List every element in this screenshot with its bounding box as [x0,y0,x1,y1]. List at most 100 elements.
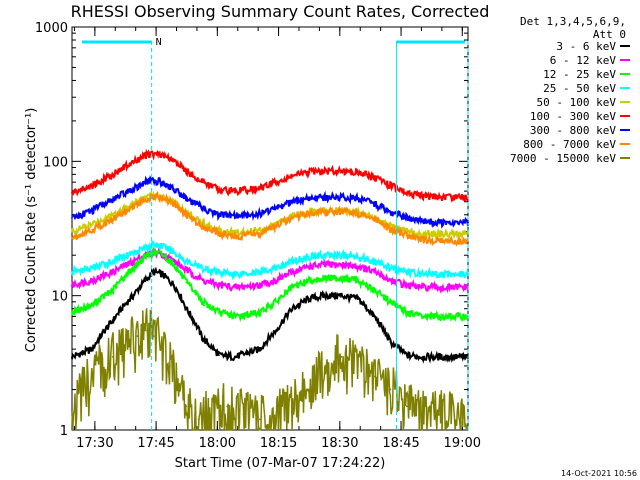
series-12-25-kev-point [132,267,135,270]
series-7000-15000-kev-point [307,388,310,391]
series-100-300-kev-point [185,169,188,172]
x-tick-label: 17:30 [76,436,113,451]
series-12-25-kev-point [307,279,310,282]
y-tick-label: 10 [51,290,68,305]
series-800-7000-kev-point [132,205,135,208]
series-300-800-kev-point [405,216,408,219]
series-7000-15000-kev-point [169,365,171,367]
series-7000-15000-kev-point [291,405,294,408]
y-tick-label: 100 [43,155,68,170]
series-3-6-kev-point [144,279,147,282]
series-3-6-kev-point [152,271,155,273]
series-12-25-kev-point [160,252,163,255]
legend-label: 25 - 50 keV [543,82,616,95]
series-25-50-kev-point [91,267,94,270]
series-6-12-kev-point [71,284,73,286]
series-7000-15000-kev-point [111,356,114,358]
x-tick-label: 19:00 [444,436,481,451]
series-25-50-kev-point [185,260,188,263]
series-100-300-kev-point [405,192,408,195]
series-800-7000-kev [71,191,469,247]
series-3-6-kev-point [160,273,163,275]
series-300-800-kev-point [71,216,73,219]
series-100-300-kev-point [160,153,163,156]
series-25-50-kev-point [389,267,392,270]
legend-label: 800 - 7000 keV [523,138,616,151]
legend-header: Att 0 [593,28,626,41]
series-50-100-kev-point [218,228,220,231]
series-12-25-kev-point [340,277,343,280]
series-300-800-kev-point [144,181,147,184]
series-300-800-kev [71,175,469,229]
series-7000-15000-kev-point [242,413,245,416]
series-6-12-kev-point [389,279,392,282]
series-7000-15000-kev-point [373,375,376,378]
series-800-7000-kev-point [111,218,114,221]
series-12-25-kev-point [152,251,155,254]
series-300-800-kev-point [201,207,204,209]
series-25-50-kev-point [218,271,220,273]
series-3-6-kev-line [71,266,469,364]
series-7000-15000-kev-point [226,405,229,408]
series-12-25-kev-point [405,311,408,314]
series-6-12-kev-point [173,260,175,263]
series-25-50-kev-point [160,244,163,247]
series-7000-15000-kev-point [152,335,155,338]
series-12-25-kev-point [324,277,327,280]
series-12-25-kev-point [356,279,359,282]
series-7000-15000-kev-point [356,365,359,367]
series-800-7000-kev-point [160,196,163,199]
series-800-7000-kev-point [144,198,147,201]
series-300-800-kev-point [173,188,175,191]
series-6-12-kev-point [438,286,441,289]
x-tick-label: 18:00 [199,436,236,451]
series-100-300-kev-point [389,184,392,187]
legend-label: 50 - 100 keV [537,96,617,109]
series-6-12-kev-point [111,271,114,273]
series-100-300-kev-point [356,171,359,174]
series-100-300-kev-point [91,184,94,187]
legend-label: 6 - 12 keV [550,54,617,67]
series-7000-15000-kev-point [185,405,188,408]
series-300-800-kev-point [111,198,114,201]
series-6-12-kev-point [373,271,376,273]
series-25-50-kev-point [71,271,73,273]
series-3-6-kev-point [218,354,220,357]
series-300-800-kev-point [185,197,188,200]
series-300-800-kev-point [132,188,135,191]
series-6-12-kev-point [258,284,261,286]
chart-title: RHESSI Observing Summary Count Rates, Co… [71,2,490,21]
series-6-12-kev-point [356,265,359,268]
series-800-7000-kev-point [71,236,73,239]
series-300-800-kev-point [160,181,163,184]
series-12-25-kev-point [173,263,175,266]
series-12-25-kev-point [258,311,261,314]
series-100-300-kev-line [71,148,469,203]
x-tick-label: 18:15 [260,436,297,451]
series-3-6-kev-point [258,348,261,351]
series-12-25-kev-point [185,281,188,284]
x-axis-label: Start Time (07-Mar-07 17:24:22) [175,456,386,471]
series-50-100-kev-point [91,223,94,226]
series-100-300-kev-point [218,188,220,191]
series-3-6-kev-point [173,284,175,286]
series-300-800-kev-point [438,221,441,224]
timestamp: 14-Oct-2021 10:56 [561,469,637,478]
series-7000-15000-kev-point [340,356,343,358]
series-12-25-kev-point [201,300,204,303]
series-800-7000-kev-point [218,232,220,235]
series-800-7000-kev-point [275,225,278,227]
series-25-50-kev-point [275,267,278,270]
series-3-6-kev-point [438,356,441,358]
series-6-12-kev-point [291,271,294,273]
series-3-6-kev-point [275,329,278,332]
y-tick-label: 1000 [35,21,68,36]
series-3-6-kev [71,266,469,364]
y-tick-label: 1 [60,424,68,439]
series-7000-15000-kev-point [324,365,327,367]
series-7000-15000-kev-point [144,329,147,332]
series-12-25-kev [71,245,469,323]
series-25-50-kev-point [307,255,310,258]
series-25-50-kev-point [291,260,294,263]
series-12-25-kev-line [71,245,469,323]
